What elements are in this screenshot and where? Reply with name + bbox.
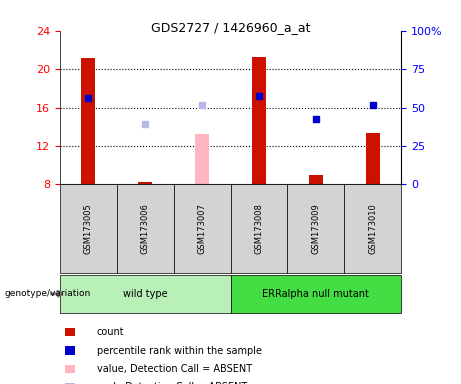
- Text: GSM173006: GSM173006: [141, 203, 150, 254]
- Text: value, Detection Call = ABSENT: value, Detection Call = ABSENT: [97, 364, 252, 374]
- Bar: [195, 134, 209, 184]
- Text: wild type: wild type: [123, 289, 167, 299]
- Text: genotype/variation: genotype/variation: [5, 289, 91, 298]
- Text: percentile rank within the sample: percentile rank within the sample: [97, 346, 262, 356]
- Bar: [138, 182, 152, 184]
- Text: rank, Detection Call = ABSENT: rank, Detection Call = ABSENT: [97, 382, 247, 384]
- Text: ERRalpha null mutant: ERRalpha null mutant: [262, 289, 369, 299]
- Bar: [252, 56, 266, 184]
- Text: GSM173005: GSM173005: [84, 203, 93, 254]
- Text: GSM173010: GSM173010: [368, 203, 377, 254]
- Text: GSM173009: GSM173009: [311, 203, 320, 254]
- Text: GDS2727 / 1426960_a_at: GDS2727 / 1426960_a_at: [151, 21, 310, 34]
- Bar: [309, 175, 323, 184]
- Bar: [81, 58, 95, 184]
- Text: GSM173008: GSM173008: [254, 203, 263, 254]
- Text: GSM173007: GSM173007: [198, 203, 207, 254]
- Bar: [366, 133, 380, 184]
- Text: count: count: [97, 327, 124, 337]
